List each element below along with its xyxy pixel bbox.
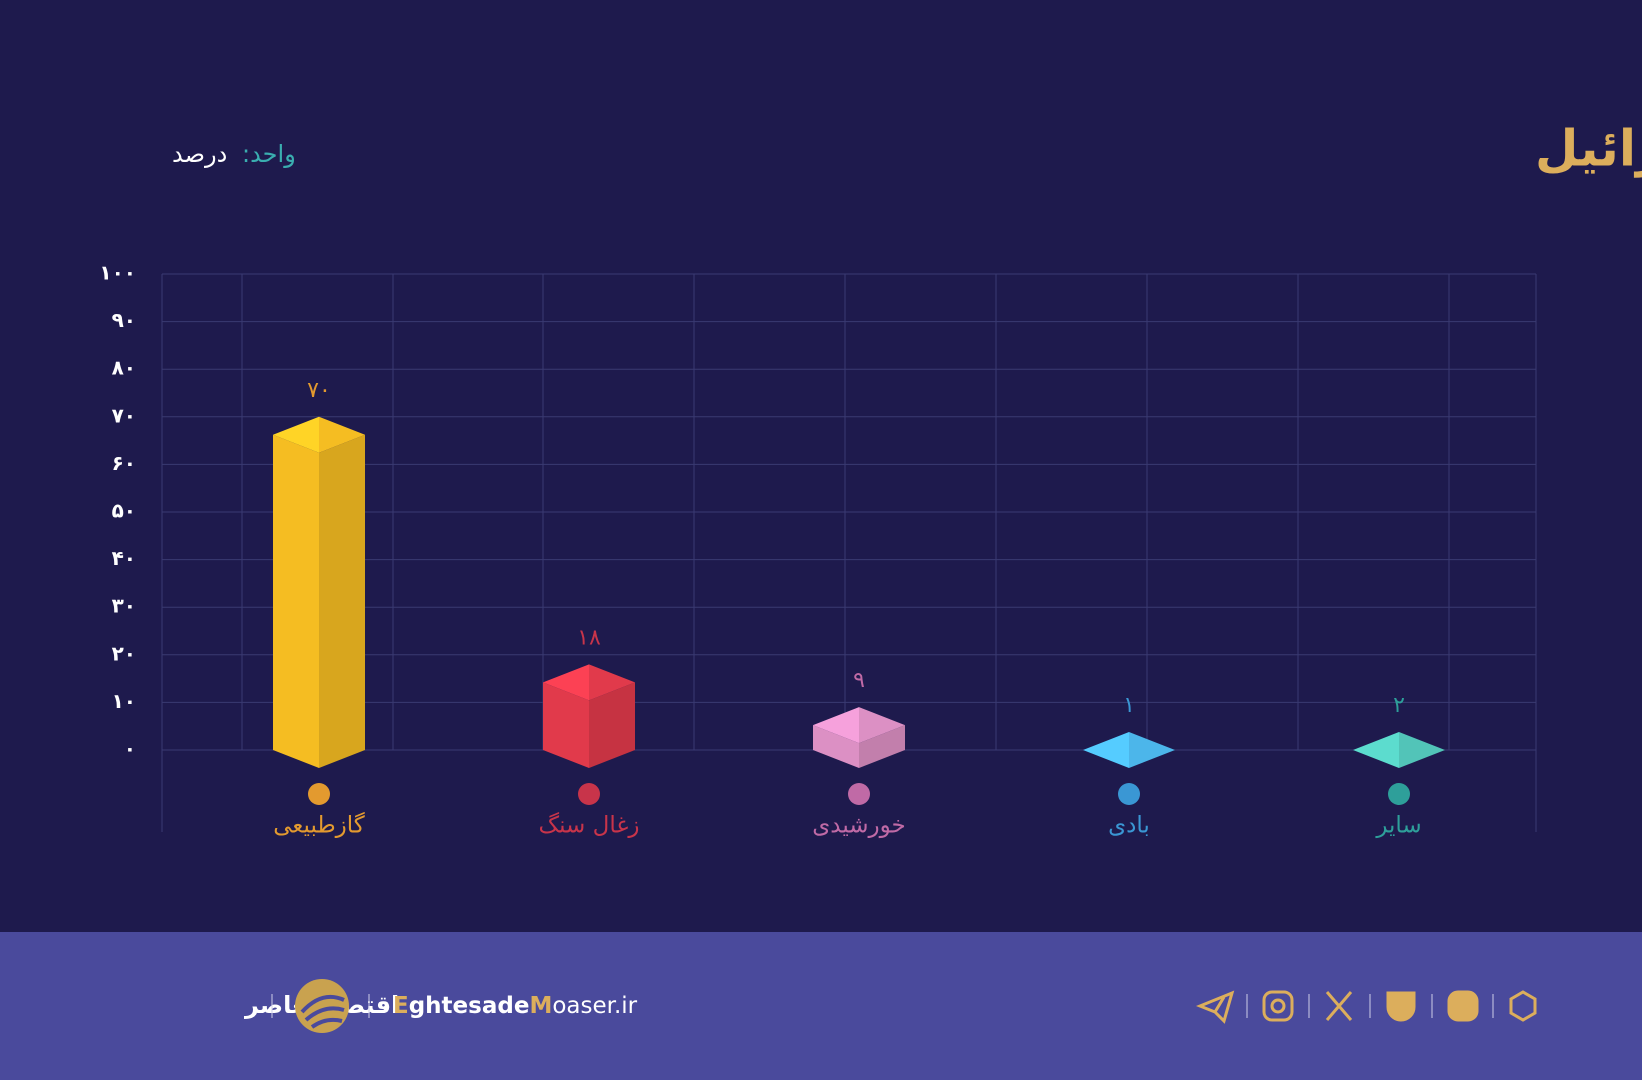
y-tick-label: ۰ [124,737,136,761]
bar-top-right [859,707,905,744]
bar-top-left [543,664,589,701]
y-tick-label: ۳۰ [112,594,136,618]
bar-right-face [859,725,905,768]
y-tick-label: ۱۰۰ [99,261,136,285]
bar-right-face [589,682,635,768]
bar-top-right [1129,732,1175,768]
y-tick-label: ۹۰ [112,308,136,332]
x-tick-label: گازطبیعی [273,812,365,839]
bar-top-right [319,416,365,453]
x-tick-label: زغال سنگ [539,812,640,839]
legend-dot [1388,783,1410,805]
value-label: ۷۰ [307,378,331,403]
legend-dot [848,783,870,805]
value-label: ۲ [1393,693,1405,718]
y-tick-label: ۷۰ [112,403,136,427]
x-icon [1325,991,1353,1021]
eitaa-icon [1447,990,1479,1022]
site-part: ghtesade [409,993,530,1019]
bar-right-face [319,434,365,768]
unit: درصد [172,140,227,168]
site-part: E [393,993,409,1019]
y-tick-label: ۴۰ [112,546,136,570]
unit-label: واحد: [242,140,296,168]
social-icons [1195,990,1537,1024]
rubika-icon [1509,990,1537,1022]
site-part: oaser.ir [552,993,637,1019]
legend-dot [1118,783,1140,805]
bar-top-left [273,416,319,453]
bar-left-face [543,682,589,768]
legend-dot [578,783,600,805]
instagram-lens [1270,998,1286,1014]
bar-left-face [813,725,859,768]
site-part: M [529,993,552,1019]
bale-icon [1386,991,1416,1022]
x-tick-label: خورشیدی [812,813,906,839]
footer-band [0,932,1642,1080]
value-label: ۱۸ [577,625,601,650]
y-tick-label: ۸۰ [112,356,136,380]
bar-top-left [1083,732,1129,768]
bar-top-right [1399,732,1445,768]
footer-site: EghtesadeMoaser.ir [393,993,638,1019]
y-tick-label: ۲۰ [112,641,136,665]
bar-left-face [273,434,319,768]
logo [295,979,349,1033]
legend-dot [308,783,330,805]
x-tick-label: بادی [1108,813,1150,839]
y-tick-label: ۶۰ [112,451,136,475]
logo-mark [300,995,345,1029]
x-tick-label: سایر [1375,813,1421,839]
y-tick-label: ۱۰ [112,689,136,713]
bar-top-left [1353,732,1399,768]
telegram-icon [1195,990,1235,1024]
y-tick-label: ۵۰ [112,499,136,523]
bar-top-right [589,664,635,701]
value-label: ۹ [853,668,865,693]
value-label: ۱ [1123,693,1135,718]
instagram-icon [1262,990,1294,1022]
chart-title: سهم حامل های مختلف در تولید برق اسرائیل [1535,120,1642,179]
bar-top-left [813,707,859,744]
